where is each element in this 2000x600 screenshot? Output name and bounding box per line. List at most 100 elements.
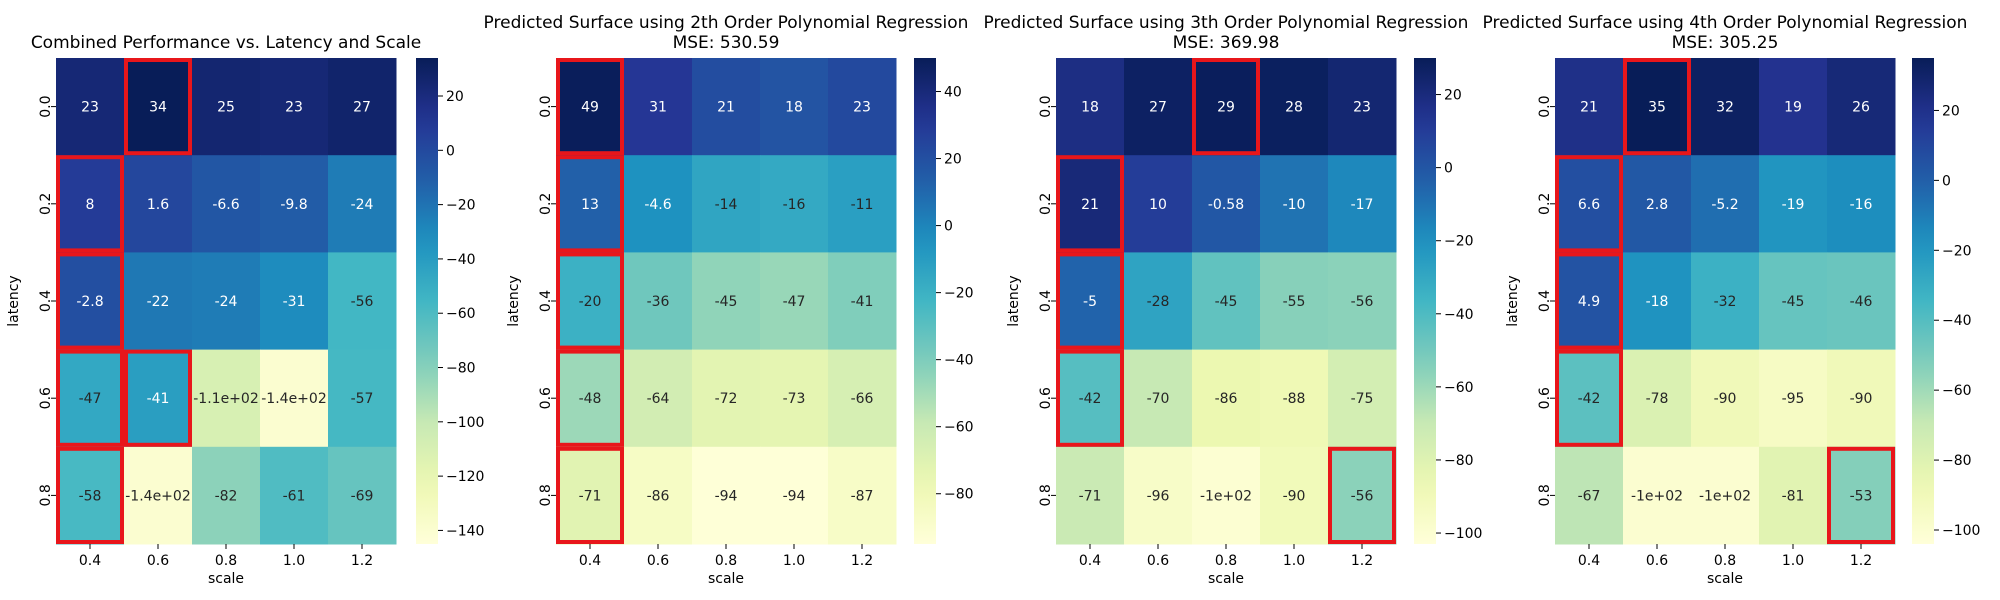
heatmap-cell	[1124, 155, 1193, 253]
colorbar-tick-label: −60	[1942, 383, 1972, 399]
heatmap-cell	[1056, 252, 1125, 351]
highlight-box	[1056, 349, 1124, 447]
cell-label: -75	[1351, 391, 1374, 407]
highlight-box	[1555, 155, 1623, 253]
colorbar	[1912, 58, 1934, 544]
heatmap-cell	[192, 446, 261, 545]
cell-label: -42	[1079, 391, 1102, 407]
heatmap-cell	[1124, 58, 1193, 156]
heatmap-cell	[556, 58, 625, 156]
cell-label: -48	[579, 391, 602, 407]
y-tick-label: 0.8	[1537, 484, 1553, 506]
chart-title: Predicted Surface using 4th Order Polyno…	[1483, 13, 1968, 33]
heatmap-cell	[760, 58, 829, 156]
heatmap-cell	[192, 155, 261, 253]
colorbar-tick-label: 40	[944, 85, 962, 101]
heatmap-cell	[124, 252, 193, 351]
heatmap-cell	[56, 446, 125, 545]
colorbar-tick-label: 0	[1444, 161, 1453, 177]
highlight-box	[556, 252, 624, 350]
colorbar-tick-label: −80	[1444, 453, 1474, 469]
x-tick-label: 0.6	[647, 553, 669, 569]
heatmap-cell	[260, 155, 329, 253]
heatmap-cell	[828, 155, 897, 253]
highlight-box	[56, 252, 124, 350]
cell-label: -1.1e+02	[193, 391, 258, 407]
y-axis-label: latency	[1006, 275, 1022, 326]
colorbar-tick-label: −20	[944, 286, 974, 302]
cell-label: -66	[851, 391, 874, 407]
highlight-box	[124, 349, 192, 447]
chart-title: Predicted Surface using 3th Order Polyno…	[984, 13, 1469, 33]
cell-label: -90	[1283, 488, 1306, 504]
y-tick-label: 0.0	[1537, 95, 1553, 117]
cell-label: -56	[1351, 488, 1374, 504]
heatmap-cell	[1192, 155, 1261, 253]
heatmap-cell	[1328, 252, 1397, 351]
heatmap-cell	[556, 349, 625, 448]
heatmap-cell	[1124, 349, 1193, 448]
heatmap-cell	[692, 252, 761, 351]
cell-label: -1e+02	[1699, 488, 1751, 504]
heatmap-cell	[1759, 155, 1828, 253]
colorbar-tick-label: 20	[1942, 103, 1960, 119]
heatmap-cell	[260, 446, 329, 545]
x-axis-label: scale	[1707, 571, 1743, 587]
colorbar	[914, 58, 936, 544]
heatmap-cell	[1827, 349, 1896, 448]
cell-label: -78	[1646, 391, 1669, 407]
highlight-box	[1827, 446, 1895, 544]
colorbar-tick-label: −40	[446, 252, 476, 268]
colorbar-tick-label: −120	[446, 469, 484, 485]
heatmap-cell	[1124, 252, 1193, 351]
heatmap-cell	[56, 58, 125, 156]
colorbar-tick-label: 0	[1942, 173, 1951, 189]
highlight-box	[556, 446, 624, 544]
heatmap-cell	[1555, 349, 1624, 448]
colorbar-tick-label: −60	[1444, 380, 1474, 396]
cell-label: -31	[283, 294, 306, 310]
heatmap-cell	[624, 446, 693, 545]
heatmap-cell	[124, 155, 193, 253]
cell-label: 6.6	[1578, 197, 1600, 213]
heatmap-cell	[556, 155, 625, 253]
heatmap-panel-1: 23 34 25 23 27 8 1.6 -6.6 -9.8 -24 -2.8 -22 -24 -31 -5…	[6, 33, 484, 587]
cell-label: 23	[81, 100, 99, 116]
x-tick-label: 0.4	[1578, 553, 1600, 569]
heatmap-cell	[1623, 58, 1692, 156]
heatmap-cell	[760, 252, 829, 351]
cell-label: -70	[1147, 391, 1170, 407]
y-tick-label: 0.8	[538, 484, 554, 506]
highlight-box	[556, 155, 624, 253]
x-tick-label: 0.8	[1215, 553, 1237, 569]
colorbar-tick-label: −20	[446, 198, 476, 214]
colorbar-tick-label: −100	[446, 415, 484, 431]
colorbar-tick-label: −100	[1942, 523, 1980, 539]
heatmap-cell	[1691, 349, 1760, 448]
heatmap-cell	[1555, 446, 1624, 545]
cell-label: -22	[147, 294, 170, 310]
heatmap-cell	[1260, 155, 1329, 253]
heatmap-cell	[1124, 446, 1193, 545]
heatmap-cell	[1056, 58, 1125, 156]
cell-label: -17	[1351, 197, 1374, 213]
x-tick-label: 1.0	[1283, 553, 1305, 569]
x-tick-label: 0.8	[715, 553, 737, 569]
heatmap-cell	[1759, 446, 1828, 545]
colorbar	[1414, 58, 1436, 544]
colorbar-tick-label: 0	[944, 219, 953, 235]
cell-label: -96	[1147, 488, 1170, 504]
heatmap-cell	[828, 349, 897, 448]
heatmap-cell	[828, 446, 897, 545]
x-tick-label: 1.2	[351, 553, 373, 569]
colorbar-tick-label: −20	[1444, 234, 1474, 250]
heatmap-cell	[692, 155, 761, 253]
colorbar-tick-label: 0	[446, 143, 455, 159]
cell-label: 23	[285, 100, 303, 116]
cell-label: 28	[1285, 100, 1303, 116]
cell-label: -46	[1850, 294, 1873, 310]
colorbar-tick-label: −80	[944, 487, 974, 503]
heatmap-cell	[1827, 155, 1896, 253]
x-axis-label: scale	[1208, 571, 1244, 587]
heatmap-cell	[1623, 349, 1692, 448]
